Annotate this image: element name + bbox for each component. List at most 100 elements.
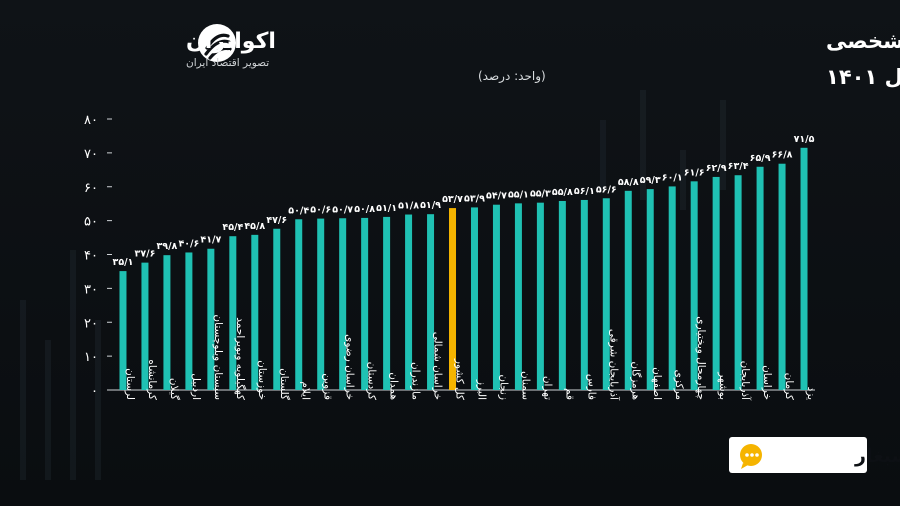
x-tick-label: همدان [388, 372, 400, 400]
data-label: ۶۳/۴ [728, 161, 749, 172]
bar [405, 214, 413, 390]
data-label: ۵۵/۳ [530, 189, 551, 200]
x-tick-label: گلستان [278, 368, 291, 400]
data-label: ۵۵/۱ [508, 189, 529, 200]
bar [251, 234, 259, 390]
x-tick-label: زنجان [497, 374, 509, 400]
data-label: ۶۲/۹ [706, 163, 727, 174]
y-tick-label: ۶۰ [84, 181, 98, 196]
chart-title-line2: به تفکیک استان در سال ۱۴۰۱ [826, 65, 900, 89]
bar [734, 175, 742, 390]
chart-title-line1: درصد خانوار دارای اتومبیل شخصی [826, 29, 900, 53]
decorative-bar [720, 100, 726, 190]
x-tick-label: هرمزگان [629, 361, 642, 400]
bar [580, 199, 588, 390]
data-label: ۳۷/۶ [135, 249, 156, 260]
x-tick-label: آذربایجان شرقی [607, 329, 620, 401]
y-tick-label: ۰ [91, 384, 98, 399]
bar [558, 200, 566, 390]
brand-name: اکوایران [186, 29, 276, 54]
data-label: ۶۶/۸ [772, 150, 793, 161]
data-label: ۵۱/۹ [420, 200, 441, 211]
bar [624, 190, 632, 390]
bar [778, 163, 786, 390]
data-label: ۵۰/۷ [332, 204, 353, 215]
background-decoration [20, 90, 726, 480]
x-tick-label: مازندران [410, 362, 422, 400]
brand-tagline: تصویر اقتصاد ایران [186, 57, 269, 69]
y-tick-label: ۳۰ [84, 282, 98, 297]
data-label: ۵۸/۸ [618, 177, 639, 188]
bar [668, 186, 676, 390]
x-tick-label: یزد [805, 387, 817, 400]
x-tick-label: خراسان [761, 365, 773, 400]
bar [427, 214, 435, 390]
data-label: ۴۵/۸ [244, 221, 265, 232]
decorative-bar [600, 120, 606, 190]
data-label: ۷۱/۵ [794, 134, 815, 145]
x-tick-label: گیلان [168, 378, 181, 400]
decorative-bar [640, 90, 646, 200]
chat-bubble-icon [740, 444, 762, 469]
x-tick-label: سیستان وبلوچستان [212, 314, 224, 400]
data-label: ۵۰/۴ [288, 205, 309, 216]
data-label: ۴۵/۴ [222, 222, 243, 233]
data-label: ۵۰/۶ [310, 205, 331, 216]
data-label: ۶۱/۶ [684, 167, 705, 178]
bar [185, 252, 193, 390]
data-label: ۴۷/۶ [266, 215, 287, 226]
bar [712, 176, 720, 390]
bar [141, 262, 149, 390]
y-tick-label: ۲۰ [84, 316, 98, 331]
data-label: ۶۰/۱ [662, 172, 683, 183]
bar [756, 166, 764, 390]
x-tick-label: چهارمحال وبختیاری [695, 316, 707, 400]
bar-highlight [449, 208, 457, 390]
decorative-bar [20, 300, 26, 480]
bar [800, 147, 808, 390]
y-tick-label: ۴۰ [84, 249, 98, 264]
data-label: ۶۵/۹ [750, 153, 771, 164]
x-tick-label: خراسان رضوی [344, 334, 356, 400]
data-label: ۳۹/۸ [156, 241, 177, 252]
data-label: ۵۴/۷ [486, 191, 507, 202]
bar [229, 236, 237, 390]
decorative-bar [70, 250, 76, 480]
bar [514, 203, 522, 390]
y-tick-label: ۸۰ [84, 113, 98, 128]
bar [317, 218, 325, 390]
x-tick-label: آذربایجان [739, 361, 752, 401]
y-tick-label: ۷۰ [84, 147, 98, 162]
x-tick-label: کل کشور [454, 358, 466, 400]
bar [690, 181, 698, 390]
data-label: ۵۹/۳ [640, 175, 661, 186]
x-tick-label: کردستان [366, 362, 378, 400]
bar [646, 189, 654, 390]
data-label: ۳۵/۱ [113, 257, 134, 268]
decorative-bar [45, 340, 51, 480]
bar [163, 255, 171, 390]
data-label: ۵۱/۸ [398, 201, 419, 212]
decorative-bar [680, 150, 686, 210]
x-tick-label: خراسان شمالی [432, 332, 444, 400]
value-labels: ۳۵/۱۳۷/۶۳۹/۸ ۴۰/۶ ۴۱/۷۴۵/۴ ۴۵/۸۴۷/۶۵۰/۴ ۵۰/۶… [113, 134, 815, 268]
decorative-bar [95, 320, 101, 480]
data-label: ۵۶/۶ [596, 184, 617, 195]
bar [339, 218, 347, 390]
x-tick-label: مرکزی [673, 370, 685, 400]
y-tick-label: ۱۰ [84, 350, 98, 365]
x-tick-label: قم [563, 388, 575, 400]
bar [295, 219, 303, 390]
x-tick-label: تهران [541, 376, 553, 400]
x-tick-label: قزوین [322, 373, 334, 400]
y-axis: ۰ ۱۰ ۲۰ ۳۰ ۴۰ ۵۰ ۶۰ ۷۰ ۸۰ [84, 113, 112, 399]
x-tick-label: البرز [475, 379, 487, 400]
data-label: ۵۰/۸ [354, 204, 375, 215]
x-tick-label: ایلام [300, 381, 312, 400]
x-tick-label: کهگیلویه وبویراحمد [234, 317, 247, 400]
category-labels: لرستان کرمانشاه گیلان اردبیل سیستان وبلوچستا… [124, 314, 817, 401]
ecoiran-logo-icon [198, 24, 236, 62]
x-tick-label: سمنان [519, 371, 531, 400]
data-label: ۵۱/۱ [376, 203, 397, 214]
